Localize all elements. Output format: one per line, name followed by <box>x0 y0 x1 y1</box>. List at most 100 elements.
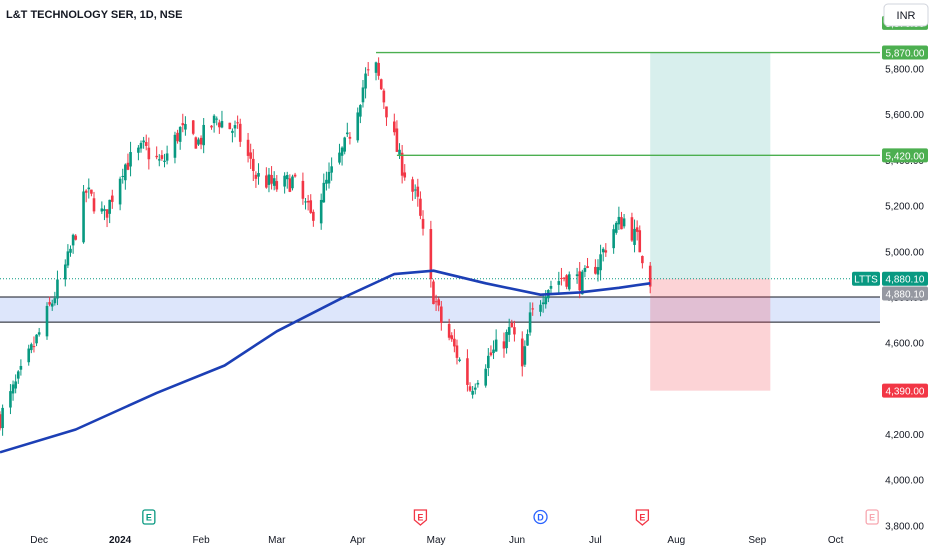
long-position-tool[interactable] <box>0 52 880 391</box>
dividend-marker <box>533 509 548 525</box>
candle-down <box>105 209 109 218</box>
earnings-marker <box>142 509 156 525</box>
candle-down <box>502 341 506 349</box>
price-badge-label: 4,880.10 <box>886 275 925 286</box>
candle-up <box>599 254 602 271</box>
candle-down <box>434 301 438 303</box>
candle-up <box>30 344 33 351</box>
time-axis[interactable]: Dec 2024 Feb Mar Apr May Jun Jul Aug Sep Oct <box>30 535 843 546</box>
candle-down <box>429 229 433 280</box>
candle-down <box>630 217 634 241</box>
price-badge-label: 5,870.00 <box>886 49 925 60</box>
candle-down <box>379 79 383 90</box>
candle-down <box>155 155 158 158</box>
candle-down <box>312 211 315 221</box>
candle-down <box>309 200 313 213</box>
candle-up <box>507 327 511 335</box>
candle-down <box>395 128 399 152</box>
price-axis[interactable]: 3,800.004,000.004,200.004,400.004,600.00… <box>885 0 924 533</box>
candle-up <box>340 147 344 156</box>
candle-up <box>63 264 67 280</box>
symbol-badge <box>852 271 880 286</box>
candle-up <box>484 368 487 386</box>
candle-down <box>288 178 292 192</box>
candle-down <box>447 324 451 338</box>
candle-down <box>620 217 623 230</box>
candle-up <box>614 222 618 233</box>
x-tick-label: 2024 <box>109 535 132 546</box>
horizontal-levels[interactable] <box>376 51 880 157</box>
candle-down <box>440 306 443 323</box>
candle-up <box>103 209 106 211</box>
candle-down <box>432 281 435 305</box>
candle-down <box>531 308 535 310</box>
candle-down <box>565 275 568 287</box>
candle-up <box>476 382 480 385</box>
candle-down <box>218 122 221 128</box>
candle-down <box>293 174 297 177</box>
candle-up <box>14 381 17 389</box>
y-tick-label: 5,200.00 <box>885 202 924 213</box>
moving-average-series <box>0 269 651 454</box>
y-tick-label: 5,600.00 <box>885 110 924 121</box>
candle-up <box>139 142 143 149</box>
stop-zone <box>650 278 771 391</box>
price-badge <box>882 45 928 60</box>
candle-up <box>267 174 271 185</box>
candle-down <box>578 271 582 291</box>
candle-down <box>400 152 404 176</box>
candle-down <box>411 179 414 192</box>
candle-up <box>71 234 75 246</box>
candle-up <box>458 359 461 361</box>
candle-up <box>330 166 333 173</box>
x-tick-label: May <box>427 535 446 546</box>
candle-up <box>129 152 132 167</box>
candle-up <box>231 130 234 133</box>
support-zone-fill <box>0 296 880 323</box>
candle-down <box>84 190 88 193</box>
candle-down <box>594 266 597 274</box>
candle-up <box>37 332 41 335</box>
price-badge-label: 4,880.10 <box>886 290 925 301</box>
candle-down <box>641 256 644 264</box>
candle-down <box>348 136 352 139</box>
candle-down <box>520 338 524 367</box>
candle-up <box>142 140 145 143</box>
candle-down <box>251 158 255 171</box>
y-tick-label: 3,800.00 <box>885 521 924 532</box>
candle-up <box>596 267 600 275</box>
candle-down <box>0 414 2 429</box>
candle-down <box>32 346 36 348</box>
candle-up <box>374 62 378 73</box>
candle-down <box>513 327 516 335</box>
currency-badge[interactable]: INR <box>883 3 929 27</box>
candle-up <box>124 164 127 181</box>
candle-down <box>450 335 454 340</box>
price-badge <box>882 286 928 301</box>
price-badge <box>882 148 928 163</box>
candle-down <box>147 147 151 160</box>
moving-average-line <box>0 269 651 454</box>
candle-up <box>319 199 323 224</box>
candle-up <box>364 73 367 89</box>
candle-down <box>382 90 386 103</box>
candle-up <box>27 348 31 363</box>
candle-up <box>622 218 626 227</box>
candle-up <box>16 371 20 379</box>
candle-up <box>165 153 169 161</box>
candle-up <box>283 175 286 187</box>
candle-up <box>11 384 15 394</box>
candle-up <box>285 174 289 180</box>
candle-up <box>473 387 477 390</box>
candle-up <box>257 173 260 177</box>
candle-up <box>361 87 365 103</box>
candle-up <box>617 216 621 225</box>
candle-up <box>178 126 182 142</box>
candle-up <box>291 176 294 189</box>
candle-down <box>366 69 370 71</box>
candle-up <box>575 274 579 277</box>
candle-down <box>246 139 250 156</box>
candle-down <box>648 265 652 287</box>
